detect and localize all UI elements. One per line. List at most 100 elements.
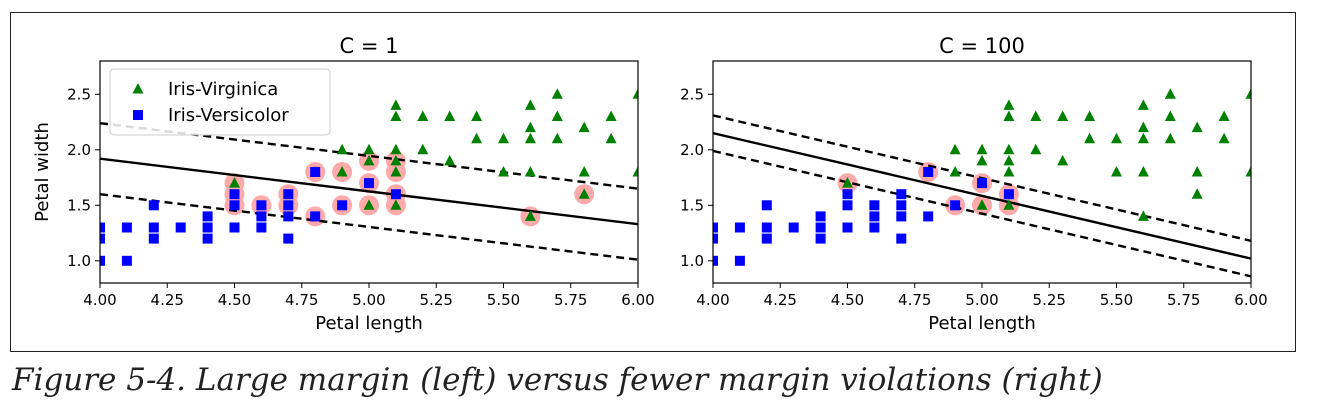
virginica-point bbox=[605, 132, 617, 144]
versicolor-point bbox=[310, 211, 321, 222]
versicolor-point bbox=[148, 222, 159, 233]
virginica-point bbox=[363, 154, 375, 166]
virginica-point bbox=[949, 166, 961, 177]
virginica-point bbox=[1057, 154, 1069, 166]
versicolor-point bbox=[121, 255, 132, 266]
chart-panel-1: 4.00 4.25 4.50 4.75 5.00 5.25 5.50 5.75 6.00 1.0 1… bbox=[32, 34, 655, 334]
virginica-point bbox=[842, 177, 853, 188]
plot-area bbox=[713, 88, 1251, 278]
versicolor-point bbox=[713, 222, 718, 233]
virginica-point bbox=[1084, 132, 1096, 144]
x-tick-label: 5.00 bbox=[965, 291, 998, 309]
virginica-point bbox=[1003, 154, 1015, 166]
versicolor-point bbox=[121, 222, 132, 233]
versicolor-point bbox=[175, 222, 186, 233]
virginica-point bbox=[363, 143, 375, 155]
versicolor-point bbox=[869, 222, 880, 233]
virginica-point bbox=[1030, 110, 1042, 121]
virginica-point bbox=[1084, 110, 1096, 121]
versicolor-point bbox=[713, 233, 718, 244]
virginica-point bbox=[1003, 166, 1015, 177]
x-tick-label: 4.25 bbox=[764, 291, 797, 309]
virginica-point bbox=[363, 199, 375, 210]
virginica-point bbox=[444, 110, 456, 121]
virginica-point bbox=[417, 110, 429, 121]
virginica-point bbox=[551, 132, 563, 144]
x-tick-label: 4.00 bbox=[696, 291, 729, 309]
figure-plots: 4.00 4.25 4.50 4.75 5.00 5.25 5.50 5.75 6.00 1.0 1… bbox=[32, 34, 1268, 334]
virginica-point bbox=[1164, 132, 1176, 144]
virginica-point bbox=[949, 143, 961, 155]
margin-lower-line bbox=[713, 149, 1251, 278]
versicolor-point bbox=[761, 222, 772, 233]
versicolor-point bbox=[283, 189, 294, 200]
versicolor-point bbox=[283, 211, 294, 222]
virginica-point bbox=[1003, 110, 1015, 121]
virginica-point bbox=[551, 110, 563, 121]
virginica-point bbox=[578, 166, 590, 177]
versicolor-point bbox=[896, 233, 907, 244]
versicolor-point bbox=[337, 200, 348, 211]
versicolor-point bbox=[256, 222, 267, 233]
virginica-point bbox=[390, 154, 402, 166]
versicolor-point bbox=[283, 200, 294, 211]
x-tick-label: 5.25 bbox=[420, 291, 453, 309]
versicolor-point bbox=[202, 233, 213, 244]
x-tick-label: 4.75 bbox=[898, 291, 931, 309]
versicolor-point bbox=[283, 233, 294, 244]
x-tick-label: 5.75 bbox=[554, 291, 587, 309]
versicolor-point bbox=[148, 200, 159, 211]
x-tick-label: 5.50 bbox=[1100, 291, 1133, 309]
versicolor-point bbox=[310, 167, 321, 177]
decision-boundary-line bbox=[713, 131, 1251, 260]
y-tick-label: 2.5 bbox=[67, 85, 91, 103]
x-tick-label: 4.25 bbox=[151, 291, 184, 309]
chart-panel-2: 4.00 4.25 4.50 4.75 5.00 5.25 5.50 5.75 6.00 1.0 1… bbox=[680, 34, 1268, 334]
virginica-point bbox=[976, 199, 988, 210]
versicolor-point bbox=[761, 200, 772, 211]
versicolor-point bbox=[256, 211, 267, 222]
virginica-point bbox=[1111, 166, 1122, 177]
versicolor-point bbox=[148, 233, 159, 244]
virginica-point bbox=[1003, 143, 1015, 155]
y-tick-label: 2.0 bbox=[680, 141, 704, 159]
x-tick-label: 4.50 bbox=[218, 291, 251, 309]
x-axis-label: Petal length bbox=[928, 313, 1035, 334]
virginica-point bbox=[976, 154, 988, 166]
virginica-point bbox=[390, 166, 402, 177]
legend-virginica-label: Iris-Virginica bbox=[168, 79, 278, 100]
versicolor-point bbox=[815, 211, 826, 222]
versicolor-point bbox=[202, 222, 213, 233]
chart-title: C = 1 bbox=[340, 34, 399, 58]
versicolor-point bbox=[100, 222, 105, 233]
virginica-point bbox=[1003, 99, 1015, 110]
versicolor-point bbox=[713, 255, 718, 266]
versicolor-point bbox=[100, 233, 105, 244]
x-tick-label: 6.00 bbox=[621, 291, 654, 309]
legend-versicolor-label: Iris-Versicolor bbox=[168, 105, 289, 126]
virginica-point bbox=[1218, 110, 1230, 121]
y-tick-label: 1.0 bbox=[680, 252, 704, 270]
versicolor-point bbox=[950, 200, 961, 211]
virginica-point bbox=[1030, 143, 1042, 155]
y-tick-label: 2.0 bbox=[67, 141, 91, 159]
versicolor-point bbox=[229, 200, 240, 211]
virginica-point bbox=[605, 110, 617, 121]
versicolor-point bbox=[896, 189, 907, 200]
virginica-point bbox=[524, 166, 536, 177]
versicolor-point bbox=[229, 222, 240, 233]
versicolor-point bbox=[390, 189, 401, 200]
virginica-point bbox=[632, 166, 638, 177]
virginica-point bbox=[1164, 88, 1176, 99]
virginica-point bbox=[1137, 132, 1149, 144]
virginica-point bbox=[498, 132, 509, 144]
virginica-point bbox=[336, 166, 348, 177]
versicolor-point bbox=[896, 200, 907, 211]
virginica-point bbox=[524, 99, 536, 110]
virginica-point bbox=[1218, 132, 1230, 144]
legend-versicolor-marker bbox=[133, 110, 143, 120]
plot-area bbox=[100, 88, 638, 266]
virginica-point bbox=[471, 110, 483, 121]
virginica-point bbox=[390, 199, 402, 210]
versicolor-point bbox=[364, 178, 374, 189]
